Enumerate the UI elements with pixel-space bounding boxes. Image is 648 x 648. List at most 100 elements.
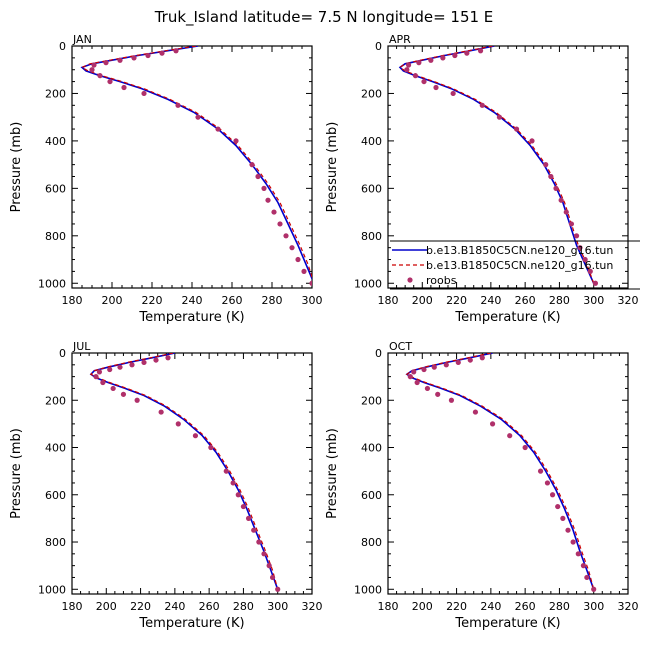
observation-point — [309, 280, 312, 286]
x-tick-label: 180 — [62, 294, 83, 307]
observation-point — [431, 364, 437, 370]
observation-point — [159, 50, 165, 56]
observation-point — [433, 84, 439, 91]
figure-title: Truk_Island latitude= 7.5 N longitude= 1… — [154, 8, 494, 27]
observation-point — [513, 126, 520, 132]
model-dashed-line — [405, 353, 595, 590]
observation-point — [412, 73, 419, 79]
observation-point — [544, 480, 551, 486]
observation-point — [266, 563, 272, 569]
x-axis-label: Temperature (K) — [138, 310, 244, 325]
y-tick-label: 400 — [361, 442, 382, 455]
y-tick-label: 1000 — [354, 583, 382, 596]
legend-label: roobs — [426, 274, 457, 287]
observation-point — [440, 55, 446, 61]
observation-point — [110, 385, 116, 392]
model-solid-line — [89, 353, 279, 590]
observation-point — [565, 527, 571, 533]
observation-point — [165, 355, 171, 361]
panel-label: JAN — [72, 33, 92, 46]
observation-point — [145, 52, 151, 59]
observation-point — [269, 574, 276, 581]
observation-point — [89, 67, 95, 73]
x-tick-label: 180 — [378, 600, 399, 613]
observation-point — [223, 468, 229, 474]
legend: b.e13.B1850C5CN.ne120_g16.tun b.e13.B1850… — [390, 240, 640, 290]
observation-point — [573, 233, 580, 239]
x-tick-label: 200 — [412, 600, 433, 613]
y-tick-label: 0 — [59, 40, 66, 53]
observation-point — [577, 245, 583, 251]
observation-point — [117, 364, 123, 370]
observation-point — [452, 52, 458, 59]
model-dashed-line — [80, 46, 312, 279]
observation-point — [537, 468, 544, 474]
panel-label: OCT — [389, 340, 412, 353]
observation-point — [261, 185, 267, 191]
y-tick-label: 600 — [361, 182, 382, 195]
observation-point — [283, 233, 289, 239]
observation-point — [265, 197, 271, 203]
x-tick-label: 260 — [515, 294, 536, 307]
observation-point — [555, 503, 561, 510]
observation-point — [477, 48, 484, 54]
y-axis-label: Pressure (mb) — [9, 428, 24, 519]
x-tick-label: 300 — [302, 294, 323, 307]
panel-label: JUL — [72, 340, 91, 353]
observation-point — [97, 73, 103, 79]
observation-point — [100, 379, 106, 386]
x-tick-label: 220 — [446, 294, 467, 307]
observation-point — [558, 197, 564, 203]
observation-point — [428, 57, 434, 63]
observation-point — [424, 385, 431, 392]
x-tick-label: 300 — [583, 294, 604, 307]
panel-apr: 180 200 220 240 260 280 300 320 0 200 400 600 800 100… — [325, 33, 639, 325]
observation-point — [261, 551, 267, 557]
observation-point — [96, 369, 103, 375]
legend-label: b.e13.B1850C5CN.ne120_g16.tun — [426, 259, 613, 272]
x-tick-label: 260 — [515, 600, 536, 613]
observation-point — [271, 209, 277, 215]
plot-data — [405, 353, 597, 592]
x-tick-label: 200 — [412, 294, 433, 307]
observation-point — [289, 245, 295, 251]
observation-point — [411, 369, 417, 375]
observation-point — [129, 362, 135, 368]
model-dashed-line — [89, 353, 279, 590]
observation-point — [117, 57, 123, 63]
y-axis-label: Pressure (mb) — [325, 428, 340, 519]
x-tick-label: 320 — [302, 600, 323, 613]
observation-point — [175, 102, 181, 108]
observation-point — [548, 173, 554, 180]
x-tick-label: 280 — [262, 294, 283, 307]
y-tick-label: 200 — [45, 394, 66, 407]
y-axis-label: Pressure (mb) — [325, 122, 340, 213]
observation-point — [251, 527, 257, 533]
observation-point — [107, 366, 113, 373]
y-tick-label: 600 — [45, 182, 66, 195]
observation-point — [522, 444, 528, 451]
plot-frame — [387, 352, 629, 595]
y-tick-label: 1000 — [38, 583, 66, 596]
observation-point — [295, 256, 301, 263]
x-tick-label: 300 — [583, 600, 604, 613]
x-tick-label: 200 — [96, 600, 117, 613]
x-tick-label: 200 — [102, 294, 123, 307]
x-tick-label: 260 — [222, 294, 243, 307]
x-tick-label: 220 — [142, 294, 163, 307]
observation-point — [249, 162, 255, 168]
observation-point — [173, 48, 179, 54]
panel-oct: 180 200 220 240 260 280 300 320 0 200 400 600 800 100… — [325, 340, 639, 631]
observation-point — [407, 374, 413, 380]
y-tick-label: 600 — [45, 489, 66, 502]
x-tick-label: 220 — [446, 600, 467, 613]
observation-point — [467, 357, 473, 363]
observation-point — [582, 256, 588, 263]
observation-point — [560, 515, 566, 521]
observation-point — [543, 162, 549, 168]
observation-point — [414, 379, 420, 386]
y-tick-label: 400 — [361, 135, 382, 148]
y-tick-label: 400 — [45, 442, 66, 455]
x-axis-label: Temperature (K) — [454, 310, 560, 325]
